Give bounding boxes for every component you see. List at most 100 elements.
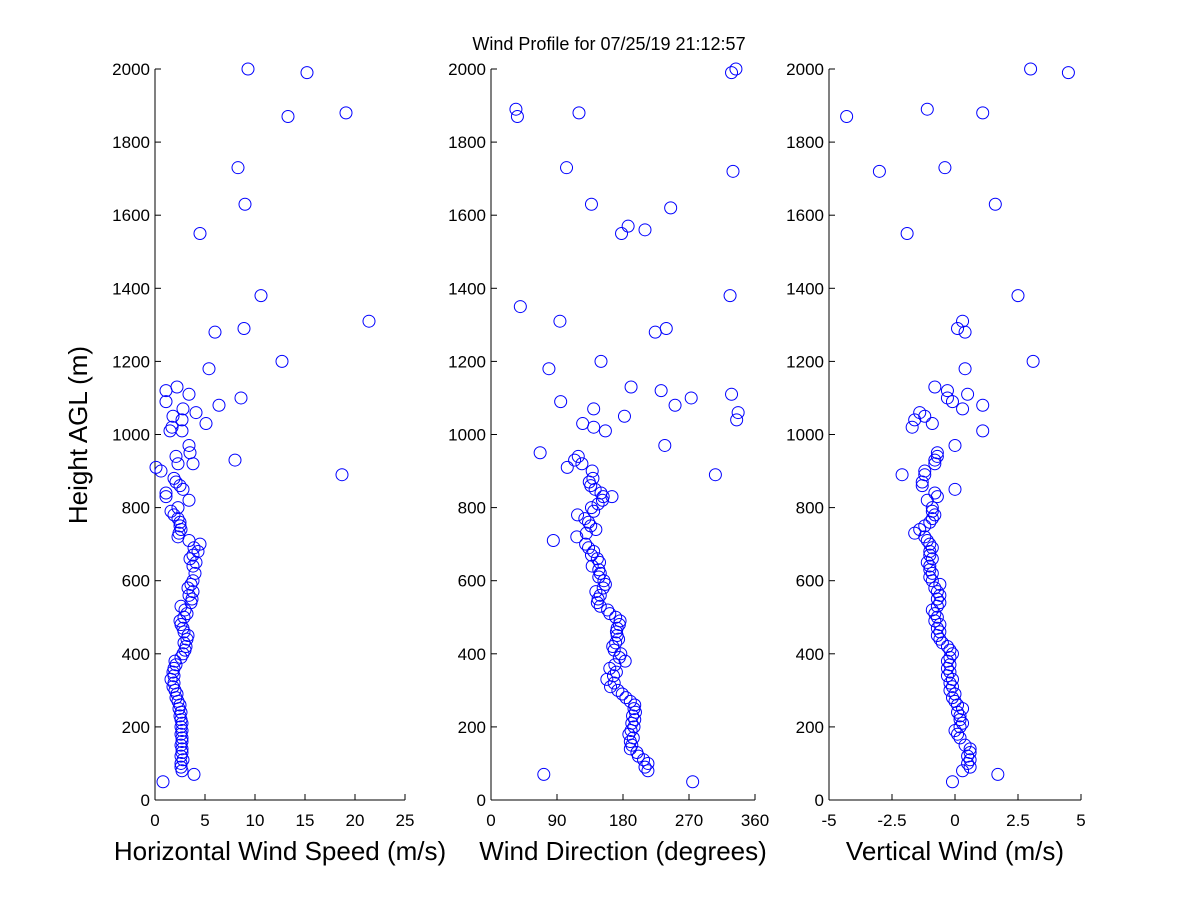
data-point <box>546 533 560 547</box>
data-point <box>362 314 376 328</box>
data-point <box>976 424 990 438</box>
data-point <box>963 760 977 774</box>
data-point <box>571 449 585 463</box>
data-point <box>956 764 970 778</box>
x-axis-label: Vertical Wind (m/s) <box>846 836 1064 866</box>
data-point <box>589 585 603 599</box>
data-point <box>923 537 937 551</box>
data-point <box>176 482 190 496</box>
data-point <box>658 438 672 452</box>
data-point <box>175 735 189 749</box>
data-point <box>626 731 640 745</box>
data-point <box>165 420 179 434</box>
x-tick-label: 90 <box>548 811 567 830</box>
data-point <box>961 387 975 401</box>
y-tick-label: 1600 <box>448 206 486 225</box>
data-point <box>171 512 185 526</box>
data-point <box>513 300 527 314</box>
y-tick-label: 800 <box>796 499 824 518</box>
data-point <box>609 636 623 650</box>
data-point <box>167 471 181 485</box>
data-point <box>169 449 183 463</box>
data-point <box>560 161 574 175</box>
data-point <box>913 406 927 420</box>
data-point <box>619 691 633 705</box>
y-tick-label: 200 <box>122 718 150 737</box>
data-point <box>560 460 574 474</box>
data-point <box>585 559 599 573</box>
data-point <box>585 464 599 478</box>
data-point <box>928 607 942 621</box>
data-point <box>182 387 196 401</box>
data-point <box>686 775 700 789</box>
data-point <box>593 599 607 613</box>
data-point <box>976 106 990 120</box>
data-point <box>905 420 919 434</box>
data-point <box>584 501 598 515</box>
data-point <box>582 475 596 489</box>
data-point <box>156 775 170 789</box>
data-point <box>175 413 189 427</box>
data-point <box>840 110 854 124</box>
data-point <box>953 720 967 734</box>
data-point <box>940 391 954 405</box>
x-tick-label: -2.5 <box>877 811 906 830</box>
data-point <box>708 468 722 482</box>
data-point <box>586 471 600 485</box>
y-tick-label: 1600 <box>786 206 824 225</box>
data-point <box>930 446 944 460</box>
data-point <box>918 464 932 478</box>
data-point <box>592 563 606 577</box>
data-point <box>181 629 195 643</box>
data-point <box>177 636 191 650</box>
data-point <box>208 325 222 339</box>
data-point <box>554 395 568 409</box>
y-tick-label: 1000 <box>112 426 150 445</box>
data-point <box>1061 66 1075 80</box>
data-point <box>606 639 620 653</box>
data-point <box>182 588 196 602</box>
data-point <box>611 683 625 697</box>
data-point <box>951 322 965 336</box>
data-point <box>584 548 598 562</box>
data-point <box>164 504 178 518</box>
data-point <box>945 691 959 705</box>
data-point <box>176 621 190 635</box>
data-point <box>609 665 623 679</box>
data-point <box>928 453 942 467</box>
x-tick-label: -5 <box>821 811 836 830</box>
data-point <box>175 745 189 759</box>
data-point <box>961 749 975 763</box>
y-tick-label: 600 <box>122 572 150 591</box>
data-point <box>948 694 962 708</box>
data-point <box>925 566 939 580</box>
data-point <box>938 161 952 175</box>
data-point <box>164 672 178 686</box>
data-point <box>183 446 197 460</box>
data-point <box>596 490 610 504</box>
data-point <box>159 395 173 409</box>
data-point <box>925 552 939 566</box>
data-point <box>630 745 644 759</box>
data-point <box>953 731 967 745</box>
data-point <box>596 581 610 595</box>
y-tick-label: 1200 <box>112 352 150 371</box>
data-point <box>335 468 349 482</box>
data-point <box>176 753 190 767</box>
data-point <box>553 314 567 328</box>
data-point <box>167 508 181 522</box>
data-point <box>1011 289 1025 303</box>
data-point <box>617 409 631 423</box>
data-point <box>174 760 188 774</box>
data-point <box>729 62 743 76</box>
data-point <box>920 493 934 507</box>
data-point <box>943 650 957 664</box>
y-tick-label: 200 <box>458 718 486 737</box>
data-point <box>582 541 596 555</box>
y-tick-label: 800 <box>122 499 150 518</box>
data-point <box>576 417 590 431</box>
data-point <box>928 508 942 522</box>
data-point <box>925 417 939 431</box>
y-tick-label: 0 <box>141 791 150 810</box>
